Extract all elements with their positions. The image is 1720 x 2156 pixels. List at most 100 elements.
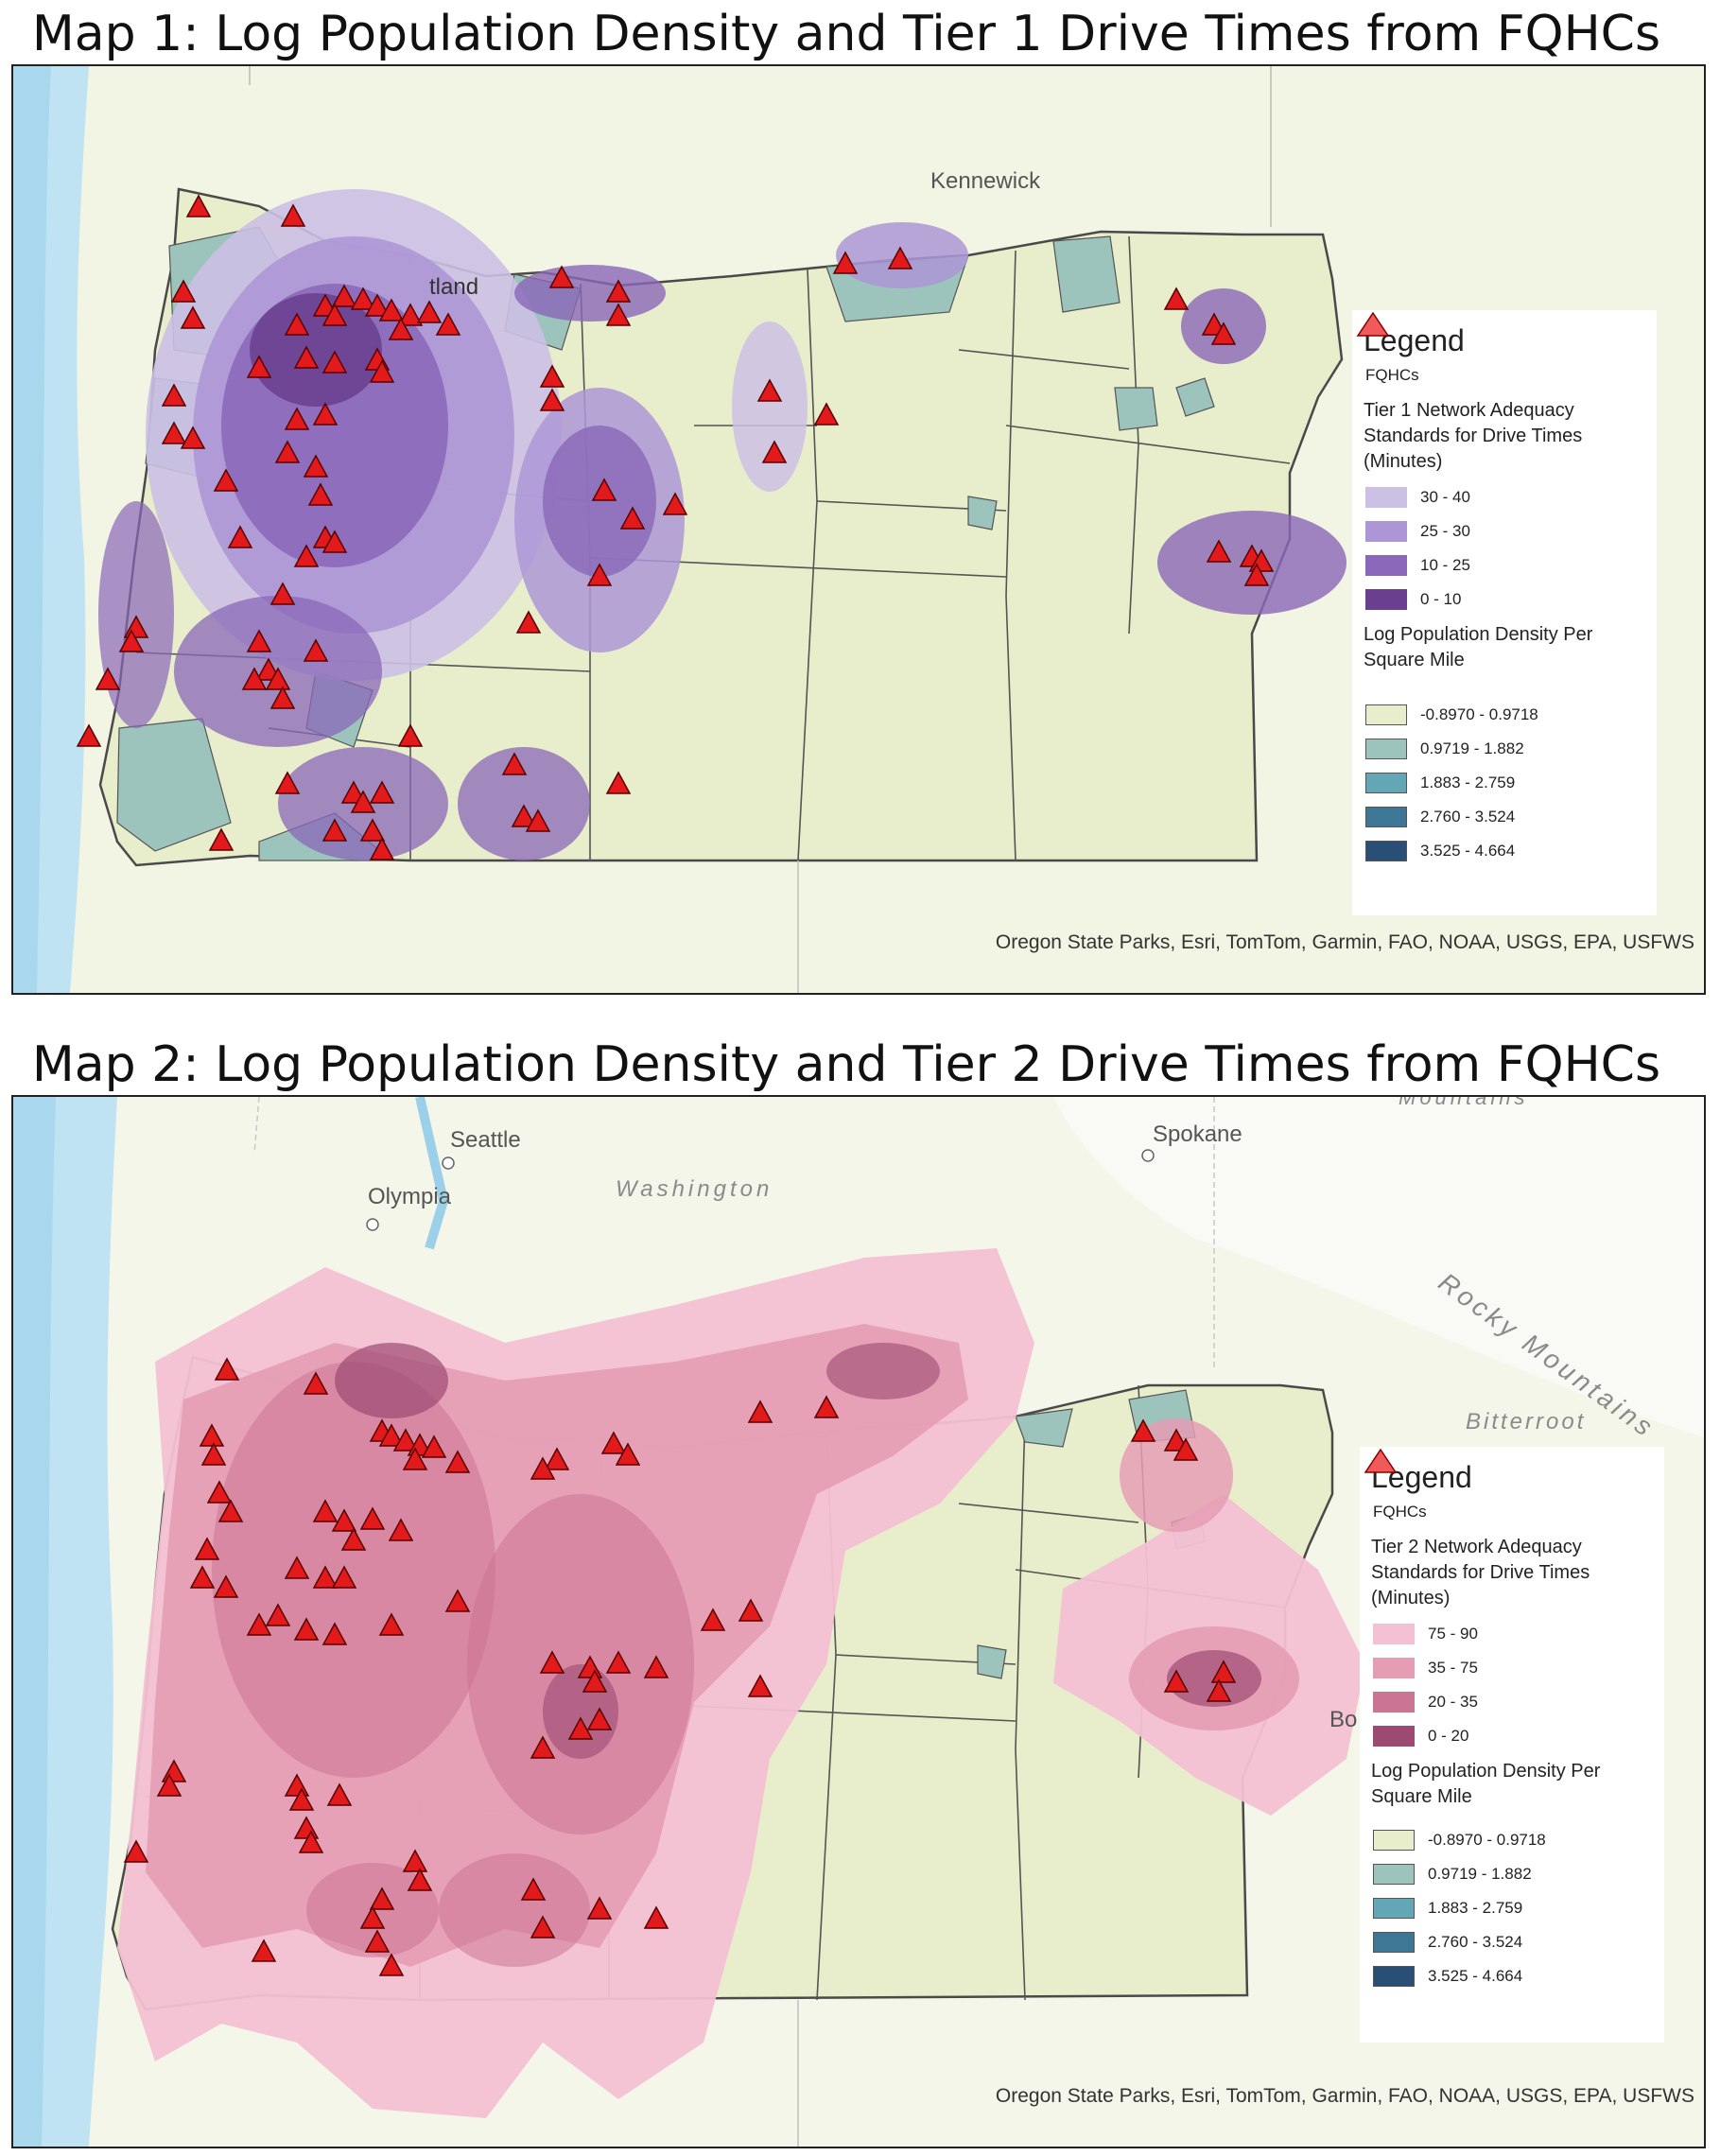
fqhc-marker[interactable] [520, 1877, 547, 1901]
fqhc-marker[interactable] [293, 1617, 320, 1641]
fqhc-marker[interactable] [444, 1450, 471, 1473]
fqhc-marker[interactable] [1206, 539, 1232, 563]
fqhc-marker[interactable] [548, 265, 575, 288]
fqhc-marker[interactable] [350, 790, 376, 813]
fqhc-marker[interactable] [1206, 1678, 1232, 1702]
fqhc-marker[interactable] [582, 1669, 608, 1693]
fqhc-marker[interactable] [586, 563, 613, 586]
fqhc-marker[interactable] [407, 1868, 433, 1891]
fqhc-marker[interactable] [539, 1650, 565, 1674]
fqhc-marker[interactable] [265, 667, 291, 690]
fqhc-marker[interactable] [246, 629, 272, 652]
fqhc-marker[interactable] [303, 638, 329, 662]
fqhc-marker[interactable] [217, 1499, 244, 1522]
fqhc-marker[interactable] [213, 1574, 239, 1598]
fqhc-markers-map-1[interactable] [76, 194, 1275, 861]
fqhc-marker[interactable] [123, 1839, 149, 1863]
fqhc-marker[interactable] [1243, 563, 1270, 586]
fqhc-marker[interactable] [213, 468, 239, 492]
fqhc-marker[interactable] [525, 808, 551, 832]
fqhc-marker[interactable] [378, 1953, 405, 1976]
fqhc-marker[interactable] [280, 203, 306, 227]
fqhc-marker[interactable] [199, 1423, 225, 1447]
fqhc-marker[interactable] [544, 1447, 570, 1470]
fqhc-marker[interactable] [501, 752, 528, 775]
fqhc-marker[interactable] [200, 1442, 227, 1466]
fqhc-marker[interactable] [586, 1896, 613, 1920]
fqhc-marker[interactable] [605, 279, 632, 303]
fqhc-marker[interactable] [189, 1565, 216, 1589]
fqhc-marker[interactable] [416, 300, 443, 323]
fqhc-marker[interactable] [619, 506, 646, 530]
fqhc-marker[interactable] [321, 303, 348, 326]
fqhc-marker[interactable] [813, 402, 840, 426]
fqhc-marker[interactable] [369, 837, 395, 861]
fqhc-marker[interactable] [1163, 287, 1190, 310]
fqhc-marker[interactable] [530, 1915, 556, 1939]
fqhc-marker[interactable] [307, 482, 334, 506]
fqhc-marker[interactable] [515, 610, 542, 634]
fqhc-marker[interactable] [194, 1537, 220, 1560]
fqhc-marker[interactable] [331, 284, 357, 307]
fqhc-marker[interactable] [369, 359, 395, 383]
fqhc-marker[interactable] [312, 1499, 339, 1522]
map-2-canvas[interactable] [13, 1097, 1704, 2147]
fqhc-marker[interactable] [161, 383, 187, 407]
fqhc-marker[interactable] [435, 312, 461, 336]
fqhc-marker[interactable] [567, 1716, 594, 1740]
fqhc-marker[interactable] [206, 1480, 233, 1504]
fqhc-marker[interactable] [76, 723, 102, 747]
fqhc-marker[interactable] [359, 1506, 386, 1530]
fqhc-marker[interactable] [662, 492, 688, 515]
fqhc-marker[interactable] [605, 771, 632, 794]
fqhc-marker[interactable] [321, 350, 348, 374]
map-2-frame[interactable]: Seattle Spokane Washington Olympia Rocky… [11, 1095, 1706, 2148]
fqhc-marker[interactable] [511, 804, 537, 827]
fqhc-marker[interactable] [331, 1508, 357, 1532]
fqhc-marker[interactable] [388, 1518, 414, 1541]
fqhc-marker[interactable] [1130, 1418, 1156, 1442]
fqhc-marker[interactable] [539, 388, 565, 411]
fqhc-marker[interactable] [326, 1782, 353, 1806]
fqhc-marker[interactable] [369, 780, 395, 804]
fqhc-marker[interactable] [293, 544, 320, 567]
fqhc-marker[interactable] [180, 426, 206, 449]
fqhc-marker[interactable] [364, 293, 391, 317]
fqhc-markers-map-2[interactable] [123, 1357, 1237, 1976]
fqhc-marker[interactable] [388, 317, 414, 340]
fqhc-marker[interactable] [397, 303, 424, 326]
fqhc-marker[interactable] [185, 194, 212, 217]
fqhc-marker[interactable] [265, 1603, 291, 1626]
fqhc-marker[interactable] [180, 305, 206, 329]
fqhc-marker[interactable] [369, 1886, 395, 1910]
fqhc-marker[interactable] [241, 667, 268, 690]
fqhc-marker[interactable] [251, 1939, 277, 1962]
fqhc-marker[interactable] [530, 1735, 556, 1759]
fqhc-marker[interactable] [378, 298, 405, 322]
fqhc-marker[interactable] [605, 303, 632, 326]
fqhc-marker[interactable] [586, 1707, 613, 1730]
fqhc-marker[interactable] [1163, 1669, 1190, 1693]
fqhc-marker[interactable] [643, 1655, 669, 1678]
fqhc-marker[interactable] [227, 525, 253, 548]
fqhc-marker[interactable] [761, 440, 788, 463]
fqhc-marker[interactable] [887, 246, 913, 270]
fqhc-marker[interactable] [274, 771, 301, 794]
fqhc-marker[interactable] [738, 1598, 764, 1622]
fqhc-marker[interactable] [1210, 1660, 1237, 1683]
fqhc-marker[interactable] [402, 1447, 428, 1470]
fqhc-marker[interactable] [288, 1787, 315, 1811]
fqhc-marker[interactable] [378, 1423, 405, 1447]
fqhc-marker[interactable] [269, 582, 296, 605]
fqhc-marker[interactable] [530, 1456, 556, 1480]
fqhc-marker[interactable] [1210, 322, 1237, 345]
fqhc-marker[interactable] [832, 251, 859, 274]
fqhc-marker[interactable] [274, 440, 301, 463]
fqhc-marker[interactable] [444, 1589, 471, 1612]
fqhc-marker[interactable] [321, 818, 348, 842]
fqhc-marker[interactable] [118, 629, 145, 652]
fqhc-marker[interactable] [161, 421, 187, 444]
fqhc-marker[interactable] [208, 827, 235, 851]
fqhc-marker[interactable] [321, 530, 348, 553]
fqhc-marker[interactable] [359, 818, 386, 842]
